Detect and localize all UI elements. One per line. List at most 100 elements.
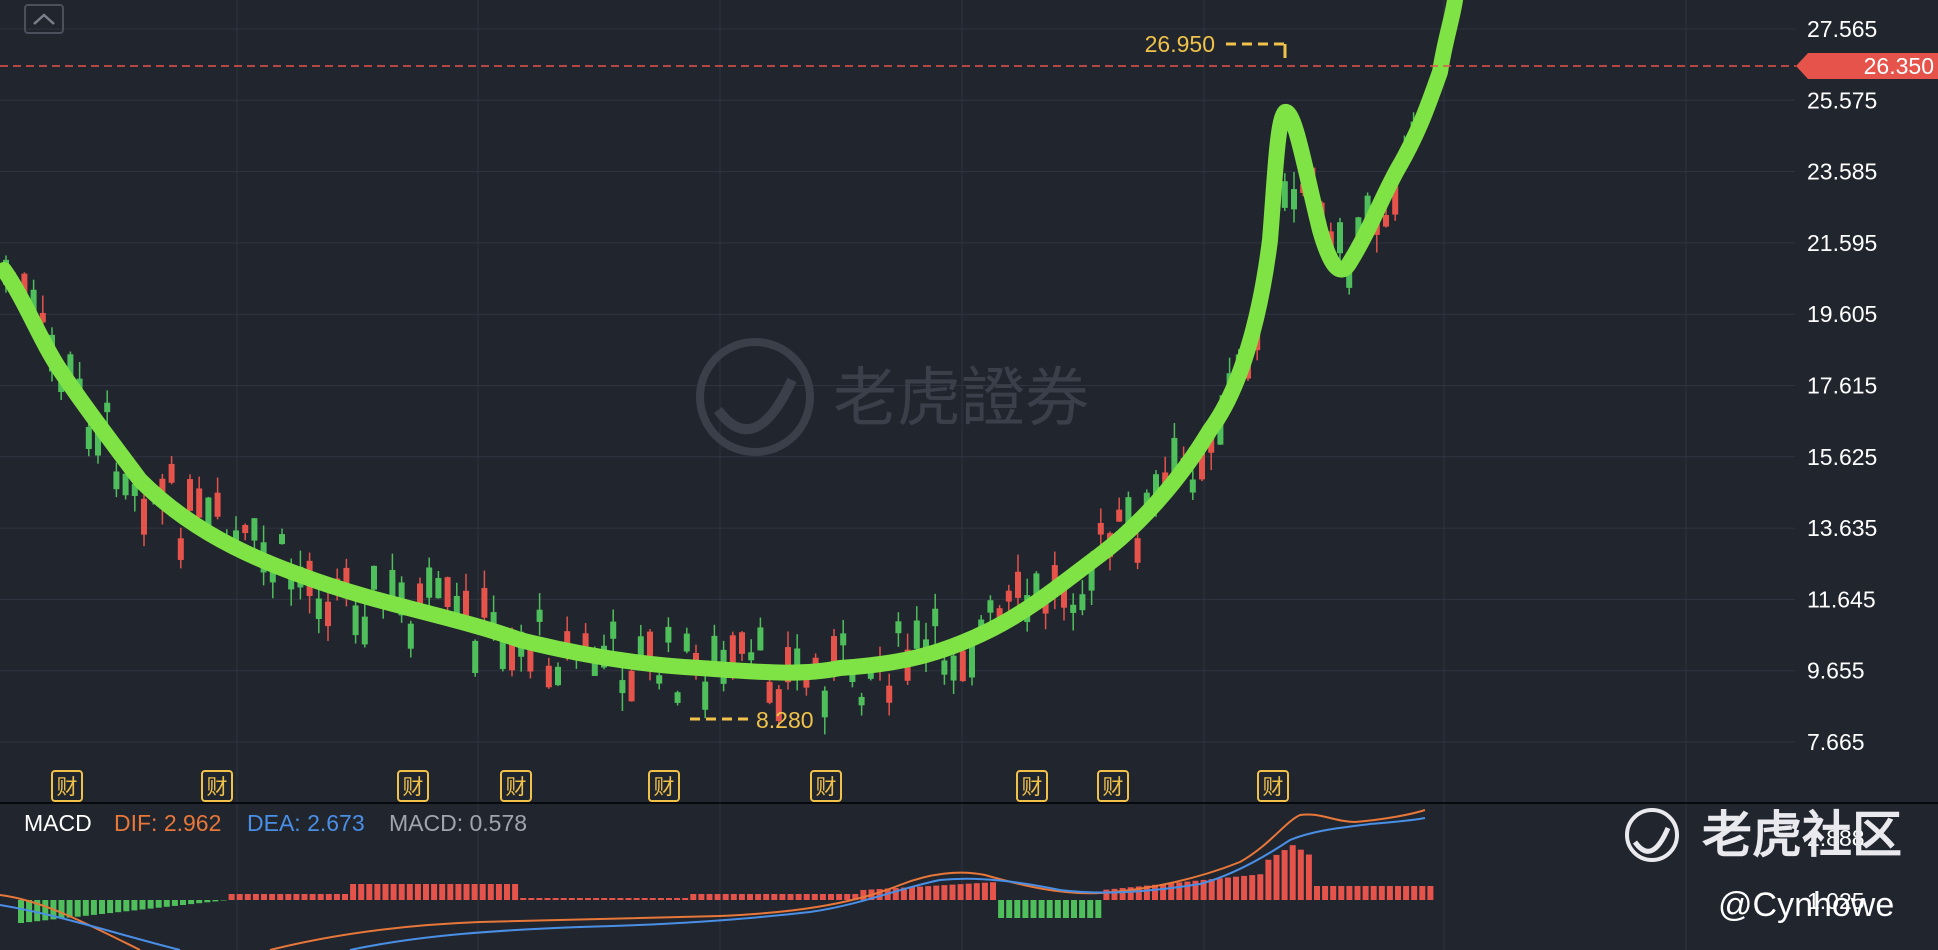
macd-bar (269, 894, 276, 900)
macd-bar (1111, 888, 1118, 900)
macd-bar (1419, 886, 1426, 900)
macd-bar (196, 900, 203, 904)
price-axis-label: 27.565 (1807, 16, 1877, 42)
macd-bar (447, 884, 454, 900)
price-axis-label: 13.635 (1807, 515, 1877, 541)
macd-bar (1038, 900, 1045, 918)
macd-bar (358, 884, 365, 900)
candle-body (426, 567, 433, 598)
candle-body (674, 692, 681, 703)
earnings-marker-box[interactable] (397, 770, 429, 802)
macd-bar (520, 898, 527, 900)
earnings-marker[interactable]: 财 (810, 770, 842, 802)
candle-body (361, 616, 368, 645)
earnings-marker-label[interactable]: 财 (57, 775, 78, 799)
earnings-marker[interactable]: 财 (1257, 770, 1289, 802)
macd-bar (836, 894, 843, 900)
price-axis-label: 7.665 (1807, 729, 1865, 755)
earnings-marker-box[interactable] (500, 770, 532, 802)
candle-body (729, 635, 736, 667)
earnings-marker-box[interactable] (810, 770, 842, 802)
macd-bar (714, 894, 721, 900)
macd-bar (949, 884, 956, 900)
macd-bar (325, 894, 332, 900)
macd-bar (1411, 886, 1418, 900)
macd-bar (74, 900, 81, 917)
macd-bar (1322, 886, 1329, 900)
chevron-up-icon[interactable] (33, 13, 55, 25)
macd-bar (568, 898, 575, 900)
collapse-button-frame[interactable] (24, 4, 64, 34)
earnings-marker-label[interactable]: 财 (207, 775, 228, 799)
price-axis-label: 25.575 (1807, 87, 1877, 113)
macd-bar (1273, 854, 1280, 900)
earnings-marker-label[interactable]: 财 (816, 775, 837, 799)
earnings-marker[interactable]: 财 (648, 770, 680, 802)
macd-bar (1119, 888, 1126, 900)
macd-bar (998, 900, 1005, 918)
price-axis: 27.565 25.575 23.585 21.595 19.605 17.615 15.6… (1807, 16, 1877, 755)
earnings-marker[interactable]: 财 (51, 770, 83, 802)
macd-bar (309, 894, 316, 900)
low-marker: 8.280 (690, 707, 814, 733)
macd-bar (66, 900, 73, 918)
macd-bar (1216, 878, 1223, 900)
macd-bar (633, 898, 640, 900)
macd-bar (1233, 876, 1239, 900)
candle-body (849, 673, 856, 682)
trend-line (0, 0, 1463, 681)
earnings-marker-box[interactable] (1016, 770, 1048, 802)
macd-bar (1265, 859, 1272, 900)
corner-logo-stripe (1632, 827, 1671, 854)
candle-body (371, 565, 377, 590)
earnings-marker-box[interactable] (201, 770, 233, 802)
macd-bar (382, 884, 389, 900)
candle-body (1070, 604, 1077, 613)
macd-bar (228, 894, 235, 900)
macd-bar (617, 898, 624, 900)
earnings-markers: 财财财财财财财财财 (51, 770, 1289, 802)
earnings-marker-label[interactable]: 财 (1263, 775, 1284, 799)
macd-bar (965, 883, 972, 900)
candle-body (1042, 599, 1049, 614)
earnings-marker-label[interactable]: 财 (403, 775, 424, 799)
earnings-marker-box[interactable] (1097, 770, 1129, 802)
candle-body (564, 631, 571, 650)
macd-bar (973, 883, 980, 900)
earnings-marker[interactable]: 财 (500, 770, 532, 802)
earnings-marker[interactable]: 财 (1016, 770, 1048, 802)
earnings-marker-label[interactable]: 财 (1022, 775, 1043, 799)
macd-histogram (18, 845, 1434, 923)
earnings-marker[interactable]: 财 (1097, 770, 1129, 802)
earnings-marker-box[interactable] (51, 770, 83, 802)
candle-body (205, 497, 212, 531)
candle-body (187, 479, 193, 511)
macd-bar (892, 888, 899, 900)
macd-bar (1071, 900, 1077, 918)
collapse-button[interactable] (24, 4, 64, 34)
earnings-marker-label[interactable]: 财 (654, 775, 675, 799)
earnings-marker[interactable]: 财 (397, 770, 429, 802)
earnings-marker-box[interactable] (648, 770, 680, 802)
macd-bar (107, 900, 114, 914)
macd-bar (1103, 889, 1110, 900)
dif-line (0, 809, 1426, 950)
macd-bar (99, 900, 105, 914)
macd-bar (593, 898, 600, 900)
candle-body (499, 639, 506, 670)
candle-body (453, 595, 460, 615)
macd-bar (1297, 849, 1304, 900)
macd-bar (366, 884, 373, 900)
candle-body (1281, 181, 1288, 208)
candle-body (766, 681, 773, 703)
earnings-marker-box[interactable] (1257, 770, 1289, 802)
macd-bar (1314, 886, 1320, 900)
macd-bar (285, 894, 292, 900)
dea-label: DEA: 2.673 (247, 810, 365, 836)
earnings-marker[interactable]: 财 (201, 770, 233, 802)
earnings-marker-label[interactable]: 财 (1103, 775, 1124, 799)
macd-bar (204, 900, 211, 903)
earnings-marker-label[interactable]: 财 (506, 775, 527, 799)
macd-bar (811, 894, 818, 900)
macd-bar (1022, 900, 1029, 918)
